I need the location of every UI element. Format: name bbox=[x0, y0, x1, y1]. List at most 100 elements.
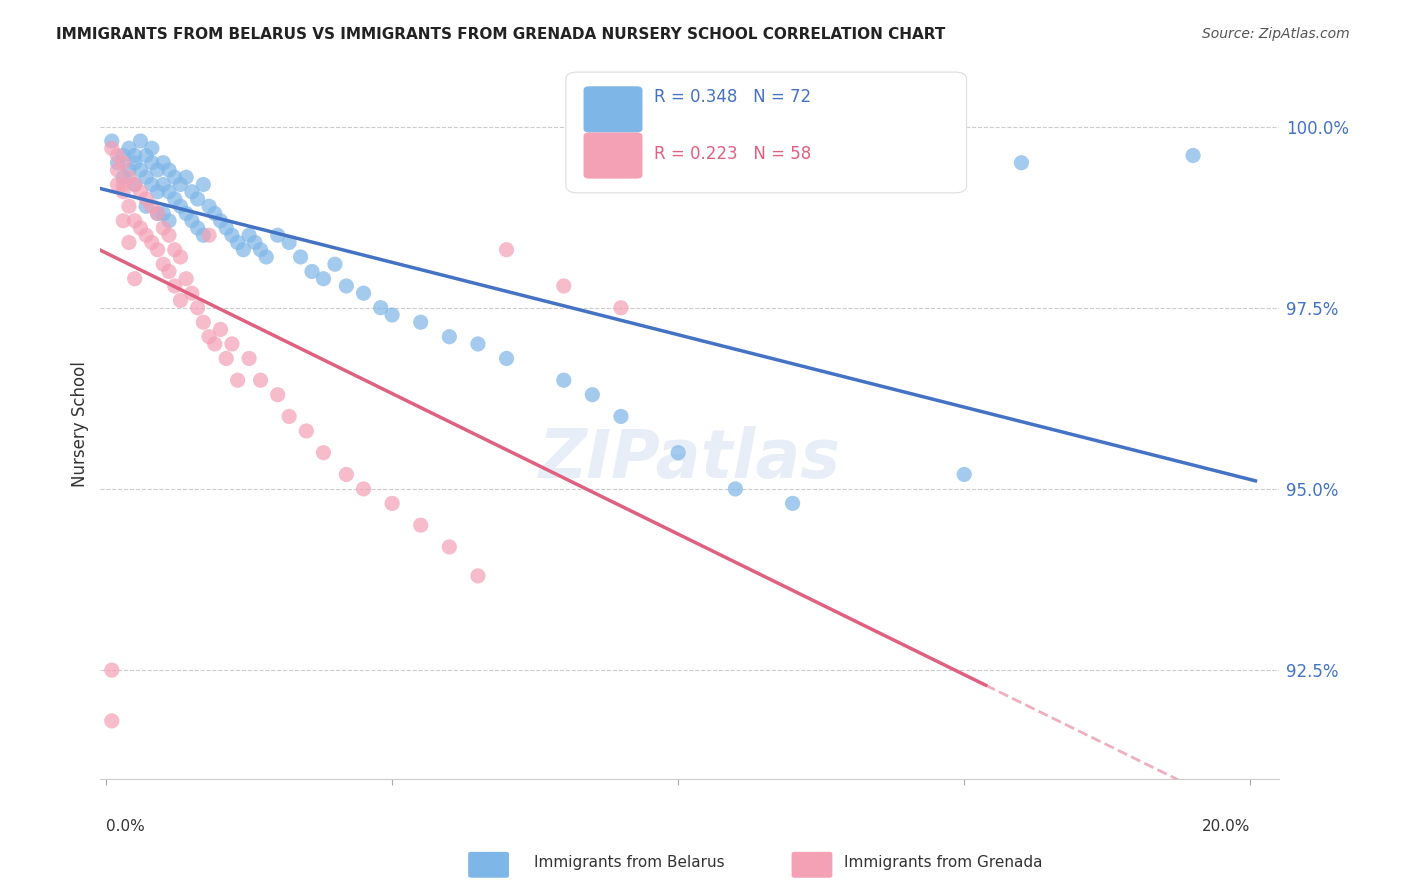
Immigrants from Grenada bbox=[249, 373, 271, 387]
Immigrants from Grenada bbox=[124, 178, 146, 192]
Immigrants from Belarus bbox=[495, 351, 517, 366]
Immigrants from Belarus bbox=[107, 155, 129, 169]
Immigrants from Grenada bbox=[107, 163, 129, 178]
Immigrants from Belarus bbox=[112, 170, 135, 185]
Immigrants from Grenada bbox=[215, 351, 238, 366]
Immigrants from Belarus bbox=[381, 308, 404, 322]
Y-axis label: Nursery School: Nursery School bbox=[72, 360, 89, 487]
Immigrants from Grenada bbox=[204, 337, 226, 351]
Immigrants from Grenada bbox=[163, 243, 186, 257]
Text: IMMIGRANTS FROM BELARUS VS IMMIGRANTS FROM GRENADA NURSERY SCHOOL CORRELATION CH: IMMIGRANTS FROM BELARUS VS IMMIGRANTS FR… bbox=[56, 27, 946, 42]
FancyBboxPatch shape bbox=[583, 132, 643, 178]
Immigrants from Grenada bbox=[152, 221, 174, 235]
Immigrants from Grenada bbox=[180, 286, 202, 301]
Immigrants from Grenada bbox=[129, 221, 152, 235]
Immigrants from Grenada bbox=[187, 301, 209, 315]
Immigrants from Grenada bbox=[610, 301, 633, 315]
Text: R = 0.348   N = 72: R = 0.348 N = 72 bbox=[654, 88, 811, 106]
Immigrants from Grenada bbox=[353, 482, 375, 496]
Immigrants from Grenada bbox=[135, 228, 157, 243]
Immigrants from Belarus bbox=[146, 206, 169, 220]
Immigrants from Belarus bbox=[243, 235, 266, 250]
Immigrants from Belarus bbox=[118, 163, 141, 178]
Immigrants from Grenada bbox=[198, 329, 221, 343]
Immigrants from Grenada bbox=[226, 373, 249, 387]
Immigrants from Belarus bbox=[198, 199, 221, 213]
Immigrants from Grenada bbox=[209, 322, 232, 336]
Immigrants from Grenada bbox=[553, 279, 575, 293]
Immigrants from Grenada bbox=[152, 257, 174, 271]
Immigrants from Grenada bbox=[169, 250, 191, 264]
Immigrants from Grenada bbox=[118, 199, 141, 213]
Immigrants from Belarus bbox=[1010, 155, 1032, 169]
Immigrants from Belarus bbox=[254, 250, 277, 264]
Immigrants from Belarus bbox=[953, 467, 976, 482]
Immigrants from Grenada bbox=[157, 228, 180, 243]
Immigrants from Belarus bbox=[180, 213, 202, 227]
Immigrants from Grenada bbox=[467, 569, 489, 583]
Immigrants from Grenada bbox=[101, 663, 124, 677]
Immigrants from Grenada bbox=[174, 271, 197, 285]
Immigrants from Belarus bbox=[146, 163, 169, 178]
Immigrants from Grenada bbox=[193, 315, 215, 329]
Immigrants from Belarus bbox=[610, 409, 633, 424]
Immigrants from Grenada bbox=[163, 279, 186, 293]
Immigrants from Belarus bbox=[157, 163, 180, 178]
Immigrants from Belarus bbox=[301, 264, 323, 278]
Immigrants from Grenada bbox=[101, 714, 124, 728]
Immigrants from Belarus bbox=[215, 221, 238, 235]
Immigrants from Grenada bbox=[221, 337, 243, 351]
Immigrants from Belarus bbox=[163, 192, 186, 206]
Immigrants from Belarus bbox=[323, 257, 346, 271]
Immigrants from Belarus bbox=[141, 155, 163, 169]
Immigrants from Belarus bbox=[782, 496, 804, 510]
Immigrants from Grenada bbox=[312, 445, 335, 459]
Immigrants from Belarus bbox=[666, 445, 689, 459]
Immigrants from Belarus bbox=[135, 170, 157, 185]
Immigrants from Grenada bbox=[238, 351, 260, 366]
Immigrants from Grenada bbox=[295, 424, 318, 438]
Immigrants from Grenada bbox=[135, 192, 157, 206]
Immigrants from Belarus bbox=[335, 279, 357, 293]
Immigrants from Belarus bbox=[169, 178, 191, 192]
Text: 20.0%: 20.0% bbox=[1202, 819, 1250, 834]
Immigrants from Grenada bbox=[129, 185, 152, 199]
Immigrants from Belarus bbox=[112, 148, 135, 162]
Immigrants from Grenada bbox=[112, 178, 135, 192]
Immigrants from Grenada bbox=[101, 141, 124, 155]
Immigrants from Grenada bbox=[278, 409, 301, 424]
Text: Source: ZipAtlas.com: Source: ZipAtlas.com bbox=[1202, 27, 1350, 41]
Immigrants from Belarus bbox=[312, 271, 335, 285]
Immigrants from Belarus bbox=[146, 185, 169, 199]
Immigrants from Grenada bbox=[112, 213, 135, 227]
Immigrants from Grenada bbox=[107, 148, 129, 162]
Immigrants from Belarus bbox=[370, 301, 392, 315]
Immigrants from Grenada bbox=[112, 185, 135, 199]
Immigrants from Belarus bbox=[124, 178, 146, 192]
Immigrants from Grenada bbox=[118, 235, 141, 250]
Immigrants from Belarus bbox=[187, 192, 209, 206]
Text: 0.0%: 0.0% bbox=[105, 819, 145, 834]
Immigrants from Grenada bbox=[124, 271, 146, 285]
Immigrants from Belarus bbox=[221, 228, 243, 243]
Immigrants from Belarus bbox=[226, 235, 249, 250]
FancyBboxPatch shape bbox=[565, 72, 966, 193]
Immigrants from Belarus bbox=[193, 228, 215, 243]
Immigrants from Belarus bbox=[101, 134, 124, 148]
Immigrants from Belarus bbox=[467, 337, 489, 351]
Immigrants from Belarus bbox=[278, 235, 301, 250]
Immigrants from Grenada bbox=[495, 243, 517, 257]
Immigrants from Belarus bbox=[724, 482, 747, 496]
Immigrants from Belarus bbox=[152, 178, 174, 192]
Immigrants from Belarus bbox=[409, 315, 432, 329]
Immigrants from Grenada bbox=[381, 496, 404, 510]
FancyBboxPatch shape bbox=[583, 87, 643, 132]
Immigrants from Belarus bbox=[157, 213, 180, 227]
Immigrants from Belarus bbox=[129, 134, 152, 148]
Text: R = 0.223   N = 58: R = 0.223 N = 58 bbox=[654, 145, 811, 162]
Immigrants from Belarus bbox=[163, 170, 186, 185]
Immigrants from Belarus bbox=[157, 185, 180, 199]
Text: Immigrants from Grenada: Immigrants from Grenada bbox=[844, 855, 1042, 870]
Immigrants from Grenada bbox=[439, 540, 461, 554]
Immigrants from Belarus bbox=[152, 155, 174, 169]
